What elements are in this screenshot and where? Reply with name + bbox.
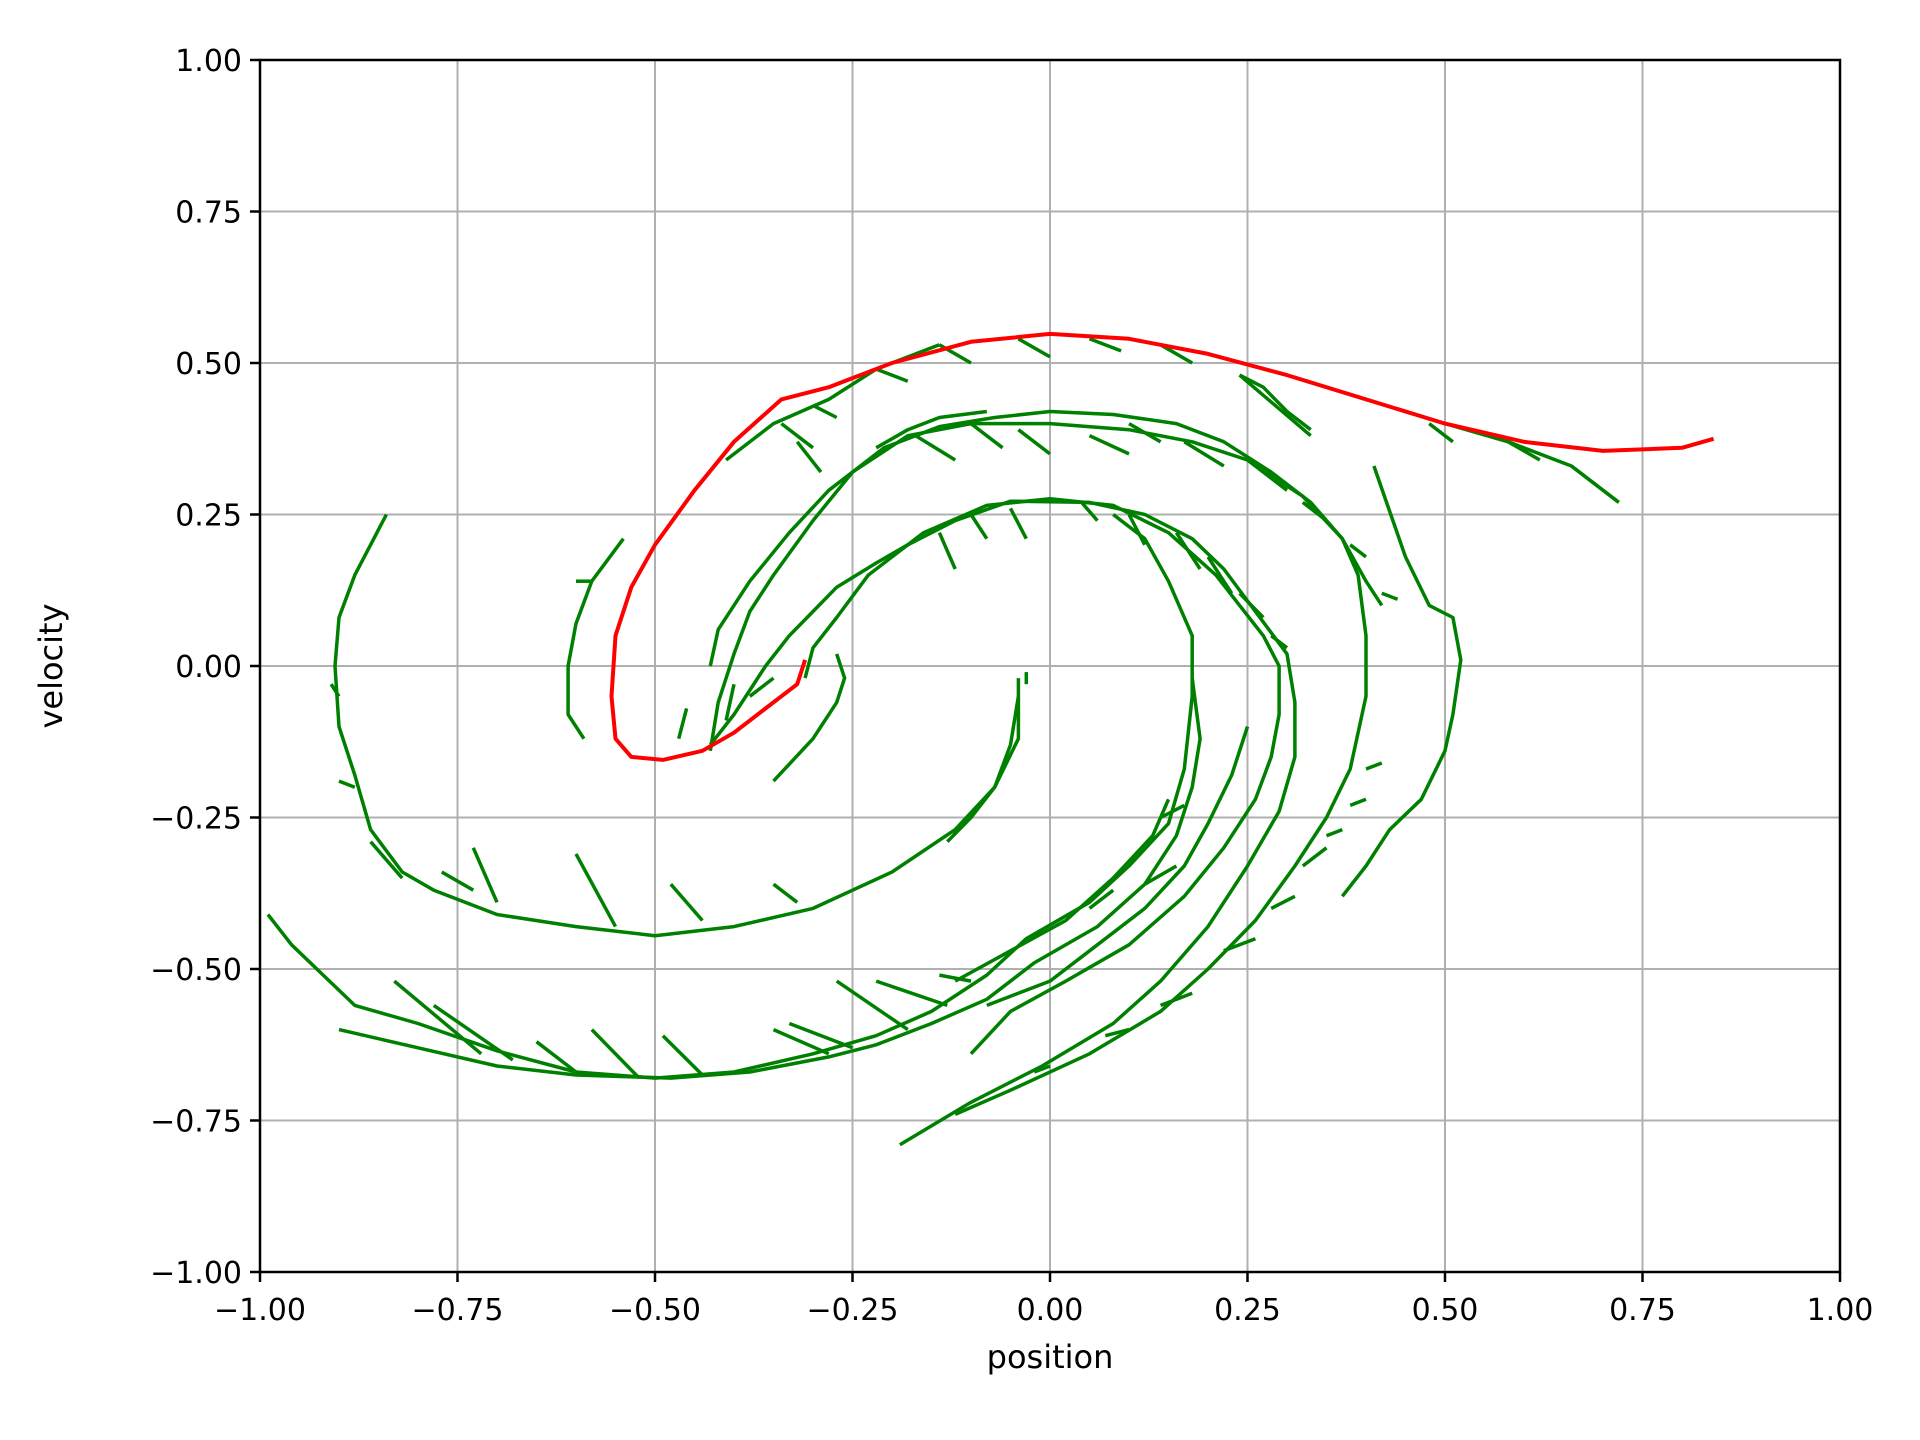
trajectory-line [708,409,1368,1117]
trajectory-line [772,653,847,783]
trajectory-segment [780,422,815,450]
trajectory-line [338,677,1202,1080]
x-axis-label: position [987,1338,1114,1376]
trajectory-segment [914,434,957,462]
y-axis-label: velocity [32,603,70,728]
trajectory-segment [1238,373,1312,438]
trajectory-segment [772,882,799,904]
trajectory-line [266,513,1194,1080]
y-tick-label: −0.25 [150,802,242,837]
trajectory-line [333,513,1021,938]
x-tick-label: 0.00 [1017,1293,1084,1328]
trajectory-segment [1143,864,1178,886]
trajectory-segment [835,979,909,1032]
trajectory-segment [1017,428,1052,456]
trajectory-segment [748,676,775,698]
x-tick-label: −0.75 [412,1293,504,1328]
trajectory-segment [440,870,475,892]
x-tick-label: −1.00 [214,1293,306,1328]
trajectory-segment [1033,1064,1051,1074]
y-tick-label: 0.75 [175,196,242,231]
trajectory-segment [939,973,972,983]
highlight-trajectory [609,331,1715,762]
trajectory-line [986,726,1250,1008]
trajectory-segment [1088,888,1115,910]
y-tick-label: 0.25 [175,499,242,534]
trajectory-segment [669,883,704,922]
grid [259,59,1841,1273]
trajectory-line [1340,465,1463,898]
trajectory-segment [1301,846,1328,868]
trajectory-line [954,798,1171,983]
y-tick-label: −0.75 [150,1105,242,1140]
trajectory-line [946,696,1021,843]
trajectory-segment [677,707,689,740]
trajectory-segment [1365,761,1383,771]
trajectory-segment [812,403,838,420]
trajectory-segment [1428,422,1454,444]
trajectory-segment [393,979,483,1056]
y-tick-labels: −1.00 −0.75 −0.50 −0.25 0.00 0.25 0.50 0.75 1.00 [150,44,242,1291]
x-tick-label: 1.00 [1807,1293,1874,1328]
trajectories [266,331,1715,1147]
x-tick-label: 0.25 [1214,1293,1281,1328]
trajectory-line [1444,421,1620,504]
trajectory-segment [937,532,957,570]
trajectory-segment [1206,555,1234,595]
trajectory-line [1238,373,1312,432]
trajectory-segment [1270,894,1296,910]
trajectory-line [708,499,1297,1147]
trajectory-segment [1080,501,1099,522]
trajectory-line [875,409,988,450]
trajectory-line [803,496,1281,1055]
trajectory-segment [1008,507,1028,540]
trajectory-segment [772,1027,830,1056]
trajectory-segment [1088,337,1122,353]
trajectory-segment [1017,337,1051,359]
x-tick-labels: −1.00 −0.75 −0.50 −0.25 0.00 0.25 0.50 0.75 1.00 [214,1293,1873,1328]
trajectory-line [708,421,1384,752]
trajectory-segment [574,853,618,928]
trajectory-segment [875,367,909,383]
y-tick-label: −1.00 [150,1256,242,1291]
trajectory-segment [1127,513,1147,546]
trajectory-segment [875,979,948,1008]
x-tick-label: −0.50 [609,1293,701,1328]
trajectory-line [566,537,625,740]
trajectory-segment [1381,591,1399,601]
trajectory-segment [969,422,1004,450]
trajectory-segment [471,847,499,903]
trajectory-segment [661,1034,704,1077]
axes [250,58,1842,1282]
trajectory-segment [535,1040,578,1074]
trajectory-segment [724,683,736,721]
trajectory-segment [1349,797,1367,808]
trajectory-segment [1325,827,1343,838]
x-tick-label: −0.25 [807,1293,899,1328]
y-tick-label: 0.50 [175,347,242,382]
trajectory-segment [338,779,356,789]
trajectory-segment [590,1028,641,1080]
y-tick-label: 1.00 [175,44,242,79]
y-tick-label: −0.50 [150,953,242,988]
y-tick-label: 0.00 [175,650,242,685]
trajectory-segment [969,513,989,540]
trajectory-segment [795,440,823,474]
trajectory-segment [1088,434,1130,456]
trajectory-segment [1349,543,1368,559]
x-tick-label: 0.50 [1412,1293,1479,1328]
trajectory-segment [1183,440,1225,468]
trajectory-segment [369,840,404,880]
x-tick-label: 0.75 [1609,1293,1676,1328]
